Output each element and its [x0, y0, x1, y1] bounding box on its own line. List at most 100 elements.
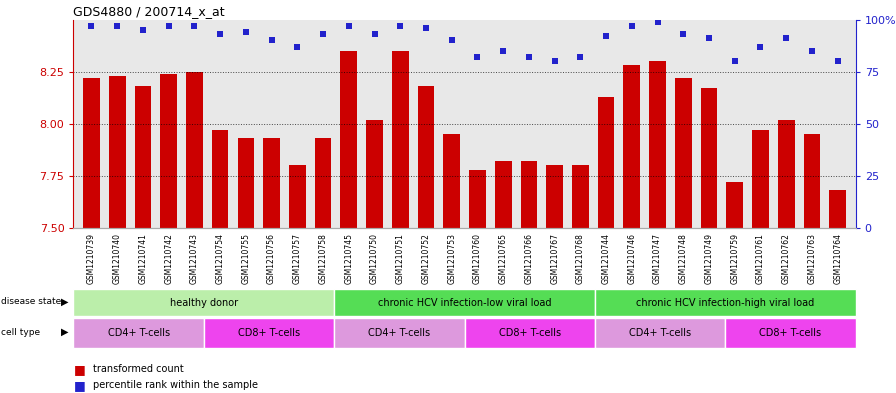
Text: GSM1210751: GSM1210751: [396, 233, 405, 284]
Text: GSM1210760: GSM1210760: [473, 233, 482, 284]
Text: chronic HCV infection-high viral load: chronic HCV infection-high viral load: [636, 298, 814, 308]
Point: [341, 23, 356, 29]
Bar: [211, 130, 228, 228]
Point: [84, 23, 99, 29]
Point: [702, 35, 716, 42]
Bar: [263, 138, 280, 228]
Point: [496, 48, 511, 54]
Text: GSM1210768: GSM1210768: [576, 233, 585, 284]
Text: GSM1210758: GSM1210758: [319, 233, 328, 284]
Text: GSM1210746: GSM1210746: [627, 233, 636, 284]
Bar: [334, 289, 595, 316]
Text: GSM1210740: GSM1210740: [113, 233, 122, 284]
Bar: [675, 78, 692, 228]
Text: GSM1210756: GSM1210756: [267, 233, 276, 284]
Point: [831, 58, 845, 64]
Bar: [418, 86, 435, 228]
Bar: [464, 318, 595, 348]
Bar: [521, 161, 538, 228]
Bar: [595, 318, 726, 348]
Text: GSM1210767: GSM1210767: [550, 233, 559, 284]
Bar: [334, 318, 465, 348]
Text: GSM1210755: GSM1210755: [241, 233, 250, 284]
Text: percentile rank within the sample: percentile rank within the sample: [93, 380, 258, 390]
Bar: [134, 86, 151, 228]
Point: [779, 35, 793, 42]
Bar: [624, 66, 640, 228]
Text: GSM1210743: GSM1210743: [190, 233, 199, 284]
Text: GSM1210749: GSM1210749: [704, 233, 713, 284]
Bar: [547, 165, 563, 228]
Point: [161, 23, 176, 29]
Point: [573, 54, 588, 60]
Bar: [160, 74, 177, 228]
Text: healthy donor: healthy donor: [169, 298, 238, 308]
Point: [213, 31, 228, 37]
Bar: [314, 138, 332, 228]
Text: CD8+ T-cells: CD8+ T-cells: [499, 328, 561, 338]
Text: GSM1210757: GSM1210757: [293, 233, 302, 284]
Text: GSM1210759: GSM1210759: [730, 233, 739, 284]
Bar: [392, 51, 409, 228]
Point: [625, 23, 639, 29]
Text: disease state: disease state: [1, 297, 61, 306]
Text: GSM1210747: GSM1210747: [653, 233, 662, 284]
Text: GSM1210739: GSM1210739: [87, 233, 96, 284]
Text: CD8+ T-cells: CD8+ T-cells: [238, 328, 300, 338]
Bar: [340, 51, 358, 228]
Point: [418, 25, 433, 31]
Point: [264, 37, 279, 44]
Bar: [470, 170, 486, 228]
Text: ▶: ▶: [61, 297, 68, 307]
Bar: [752, 130, 769, 228]
Bar: [572, 165, 589, 228]
Text: GSM1210762: GSM1210762: [781, 233, 790, 284]
Bar: [595, 289, 856, 316]
Text: GSM1210754: GSM1210754: [216, 233, 225, 284]
Text: cell type: cell type: [1, 328, 40, 336]
Text: GSM1210764: GSM1210764: [833, 233, 842, 284]
Bar: [237, 138, 254, 228]
Bar: [289, 165, 306, 228]
Point: [521, 54, 536, 60]
Text: GSM1210752: GSM1210752: [421, 233, 430, 284]
Point: [754, 44, 768, 50]
Point: [728, 58, 742, 64]
Text: GSM1210766: GSM1210766: [524, 233, 533, 284]
Bar: [701, 88, 718, 228]
Text: GSM1210765: GSM1210765: [499, 233, 508, 284]
Point: [676, 31, 691, 37]
Bar: [830, 191, 846, 228]
Text: CD4+ T-cells: CD4+ T-cells: [108, 328, 169, 338]
Point: [136, 27, 151, 33]
Text: GDS4880 / 200714_x_at: GDS4880 / 200714_x_at: [73, 6, 225, 18]
Bar: [495, 161, 512, 228]
Bar: [598, 97, 615, 228]
Point: [110, 23, 125, 29]
Bar: [650, 61, 666, 228]
Point: [290, 44, 305, 50]
Bar: [727, 182, 743, 228]
Text: ■: ■: [73, 363, 85, 376]
Bar: [778, 119, 795, 228]
Text: GSM1210748: GSM1210748: [679, 233, 688, 284]
Text: GSM1210763: GSM1210763: [807, 233, 816, 284]
Bar: [186, 72, 202, 228]
Point: [367, 31, 382, 37]
Point: [444, 37, 459, 44]
Text: GSM1210753: GSM1210753: [447, 233, 456, 284]
Text: transformed count: transformed count: [93, 364, 184, 375]
Text: ■: ■: [73, 378, 85, 392]
Text: CD4+ T-cells: CD4+ T-cells: [368, 328, 430, 338]
Text: chronic HCV infection-low viral load: chronic HCV infection-low viral load: [378, 298, 551, 308]
Text: CD8+ T-cells: CD8+ T-cells: [760, 328, 822, 338]
Point: [650, 18, 665, 25]
Point: [393, 23, 408, 29]
Bar: [73, 289, 334, 316]
Bar: [108, 76, 125, 228]
Bar: [73, 318, 204, 348]
Bar: [366, 119, 383, 228]
Bar: [83, 78, 99, 228]
Text: GSM1210750: GSM1210750: [370, 233, 379, 284]
Text: GSM1210744: GSM1210744: [601, 233, 610, 284]
